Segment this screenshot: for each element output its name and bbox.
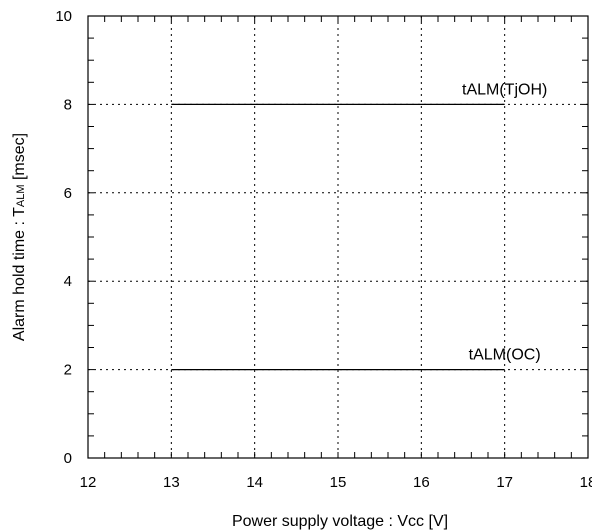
x-tick-label: 15 [330, 474, 347, 491]
x-tick-label: 13 [163, 474, 180, 491]
x-tick-label: 18 [580, 474, 592, 491]
y-tick-label: 6 [64, 185, 72, 202]
y-axis-label-unit: [msec] [11, 133, 28, 185]
x-tick-label: 14 [246, 474, 263, 491]
y-axis-label: Alarm hold time : TALM [msec] [11, 133, 28, 341]
y-tick-labels: 0 2 4 6 8 10 [55, 8, 72, 467]
x-tick-label: 16 [413, 474, 430, 491]
series-label-1: tALM(OC) [469, 347, 541, 364]
grid [88, 16, 588, 458]
y-tick-label: 2 [64, 362, 72, 379]
plot-frame [87, 15, 589, 459]
x-tick-label: 17 [496, 474, 513, 491]
y-tick-label: 4 [64, 273, 72, 290]
series-label-0: tALM(TjOH) [462, 81, 547, 98]
y-tick-label: 8 [64, 96, 72, 113]
x-tick-label: 12 [80, 474, 97, 491]
minor-ticks [87, 15, 589, 459]
x-tick-labels: 12 13 14 15 16 17 18 [80, 474, 592, 491]
y-axis-label-subscript: ALM [15, 184, 27, 207]
series-lines: tALM(TjOH) tALM(OC) [171, 81, 547, 371]
y-axis-label-main: Alarm hold time : T [11, 207, 28, 341]
x-axis-label: Power supply voltage : Vcc [V] [232, 513, 448, 530]
y-tick-label: 0 [64, 450, 72, 467]
y-tick-label: 10 [55, 8, 72, 25]
